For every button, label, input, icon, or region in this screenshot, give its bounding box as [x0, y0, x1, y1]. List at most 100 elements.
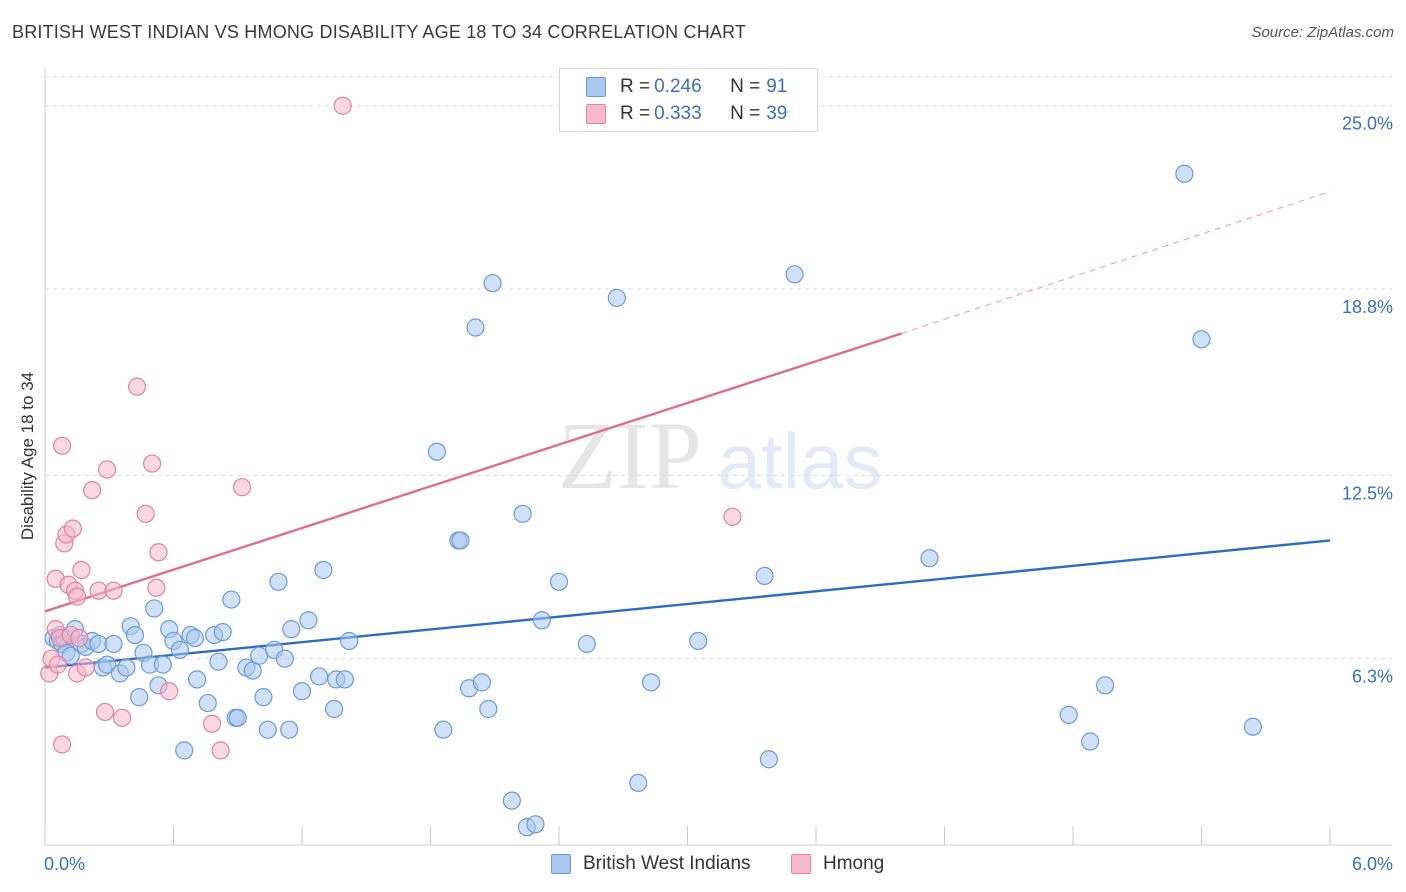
point-hmong [53, 735, 72, 754]
point-british-west-indian [335, 670, 354, 689]
data-points [40, 96, 1263, 837]
point-british-west-indian [145, 599, 164, 618]
point-british-west-indian [153, 655, 172, 674]
x-tick-label-min: 0.0% [44, 854, 85, 874]
point-hmong [72, 560, 91, 580]
bottom-legend-label: British West Indians [583, 853, 751, 874]
point-british-west-indian [502, 791, 521, 810]
point-british-west-indian [187, 670, 207, 689]
watermark: ZIP atlas [558, 402, 882, 509]
point-british-west-indian [282, 620, 301, 639]
legend-n-value: 91 [766, 76, 788, 97]
legend-r-value: 0.246 [654, 76, 702, 97]
point-british-west-indian [1059, 705, 1078, 724]
y-tick-label: 6.3% [1352, 667, 1393, 687]
point-hmong [232, 478, 252, 497]
point-british-west-indian [629, 773, 648, 793]
point-hmong [70, 628, 89, 648]
axes [44, 68, 1392, 846]
point-british-west-indian [325, 699, 344, 719]
point-british-west-indian [466, 318, 485, 337]
point-hmong [136, 504, 155, 523]
trend-line-hmong [44, 332, 903, 613]
tick-labels: 6.3% 12.5% 18.8% 25.0% 0.0% 6.0% [44, 114, 1393, 874]
point-british-west-indian [427, 442, 447, 461]
point-british-west-indian [228, 708, 247, 727]
point-british-west-indian [314, 560, 333, 580]
point-british-west-indian [532, 611, 551, 630]
point-hmong [149, 543, 168, 562]
point-hmong [147, 578, 166, 597]
point-hmong [48, 655, 67, 674]
point-british-west-indian [222, 590, 241, 609]
point-british-west-indian [117, 658, 136, 677]
trend-line-british-west-indians [44, 539, 1331, 669]
bottom-legend-swatch-blue [551, 854, 571, 874]
bottom-legend-item-hmong: Hmong [791, 851, 884, 877]
point-british-west-indian [340, 631, 359, 651]
point-hmong [127, 377, 147, 396]
point-british-west-indian [258, 720, 277, 739]
y-tick-label: 25.0% [1342, 114, 1393, 134]
point-british-west-indian [483, 274, 502, 293]
bottom-legend-label: Hmong [823, 853, 885, 874]
bottom-legend-item-british-west-indians: British West Indians [551, 851, 751, 877]
point-british-west-indian [785, 265, 804, 284]
point-hmong [333, 96, 352, 115]
point-british-west-indian [577, 634, 596, 654]
point-british-west-indian [310, 667, 329, 686]
point-british-west-indian [275, 649, 294, 668]
point-british-west-indian [170, 640, 190, 659]
point-british-west-indian [755, 566, 774, 586]
point-british-west-indian [920, 549, 939, 568]
legend-n-label: N = [730, 103, 761, 124]
legend-r-value: 0.333 [654, 103, 702, 124]
point-british-west-indian [472, 673, 491, 692]
point-british-west-indian [280, 720, 299, 739]
legend-n-value: 39 [766, 103, 788, 124]
point-british-west-indian [61, 646, 80, 665]
point-hmong [63, 519, 82, 538]
point-british-west-indian [104, 634, 123, 654]
legend-r-label: R = [620, 76, 651, 97]
legend-n-label: N = [730, 76, 761, 97]
point-british-west-indian [759, 750, 778, 769]
point-british-west-indian [526, 815, 545, 834]
point-hmong [112, 708, 132, 727]
point-hmong [104, 581, 123, 600]
stats-legend: R = 0.246 N = 91 R = 0.333 N = 39 [559, 68, 818, 132]
point-british-west-indian [198, 693, 217, 713]
legend-swatch-blue [586, 77, 606, 97]
y-tick-label: 12.5% [1342, 483, 1393, 503]
point-british-west-indian [451, 531, 470, 550]
point-british-west-indian [125, 625, 145, 645]
point-british-west-indian [689, 631, 708, 651]
point-hmong [83, 481, 102, 500]
point-british-west-indian [175, 741, 194, 760]
point-british-west-indian [1192, 330, 1211, 349]
point-hmong [202, 714, 222, 733]
point-hmong [68, 587, 87, 606]
point-british-west-indian [513, 504, 532, 523]
chart-title: BRITISH WEST INDIAN VS HMONG DISABILITY … [12, 22, 747, 42]
point-british-west-indian [292, 682, 312, 701]
point-british-west-indian [607, 288, 626, 308]
point-british-west-indian [98, 655, 117, 674]
point-british-west-indian [299, 611, 318, 630]
y-tick-label: 18.8% [1342, 297, 1393, 317]
x-tick-label-max: 6.0% [1352, 854, 1393, 874]
point-british-west-indian [1096, 676, 1115, 695]
point-hmong [723, 507, 742, 526]
point-hmong [76, 658, 95, 677]
point-hmong [95, 702, 115, 722]
point-british-west-indian [479, 699, 498, 719]
legend-row-british-west-indians: R = 0.246 N = 91 [586, 75, 787, 99]
point-british-west-indian [213, 622, 232, 642]
point-british-west-indian [254, 688, 273, 707]
point-british-west-indian [209, 652, 228, 671]
legend-r-label: R = [620, 103, 651, 124]
point-british-west-indian [641, 673, 661, 692]
point-british-west-indian [269, 572, 288, 591]
point-hmong [98, 460, 117, 479]
bottom-legend-swatch-pink [791, 854, 811, 874]
